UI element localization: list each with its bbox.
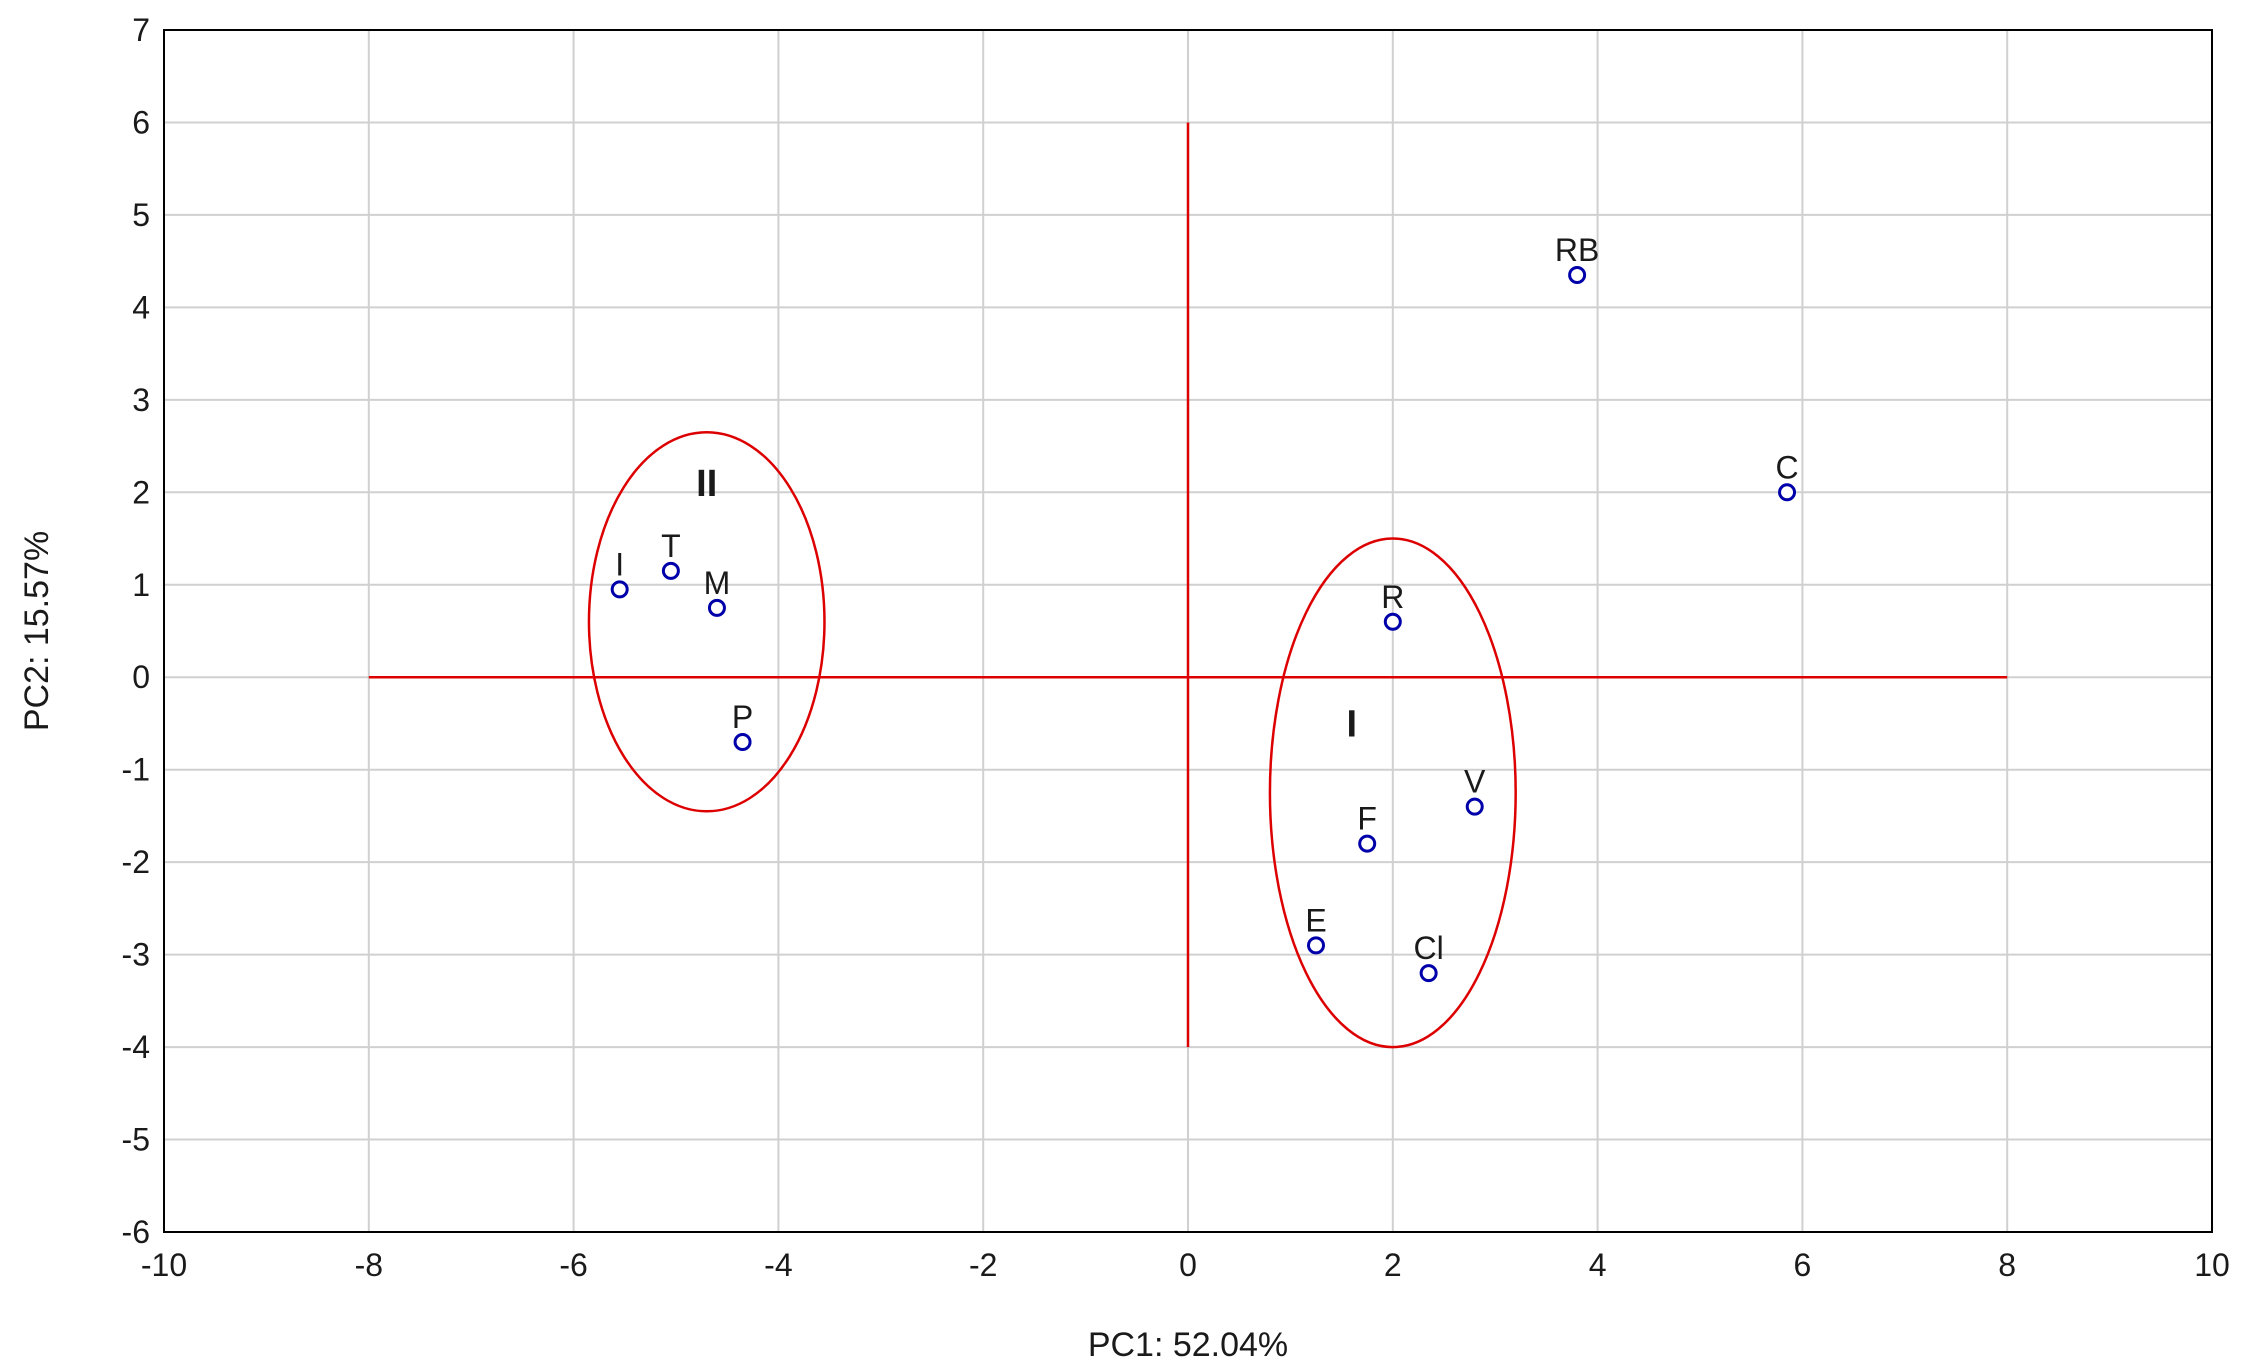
- point-label: V: [1464, 764, 1486, 800]
- x-tick-label: -6: [559, 1247, 587, 1283]
- data-point: [733, 732, 752, 751]
- data-point: [707, 598, 726, 617]
- cluster-ellipse: [1268, 537, 1517, 1049]
- x-tick-label: 4: [1589, 1247, 1607, 1283]
- data-point: [610, 580, 629, 599]
- y-tick-label: 0: [132, 659, 150, 695]
- cluster-ellipses: III: [587, 430, 1517, 1049]
- data-point: [1568, 266, 1587, 285]
- y-tick-label: -5: [122, 1122, 150, 1158]
- cluster-label: II: [696, 463, 717, 505]
- data-point: [1465, 797, 1484, 816]
- y-tick-label: 4: [132, 289, 150, 325]
- x-tick-label: 8: [1998, 1247, 2016, 1283]
- point-label: P: [732, 699, 753, 735]
- y-tick-label: 1: [132, 567, 150, 603]
- x-tick-label: -10: [141, 1247, 187, 1283]
- data-point: [1778, 483, 1797, 502]
- point-label: M: [704, 565, 731, 601]
- y-tick-label: -6: [122, 1214, 150, 1250]
- x-tick-label: 2: [1384, 1247, 1402, 1283]
- x-tick-label: 0: [1179, 1247, 1197, 1283]
- cluster-ellipse: [587, 430, 826, 813]
- data-point: [1419, 964, 1438, 983]
- x-tick-label: -8: [355, 1247, 383, 1283]
- data-points: I TM P R V F E Cl RB C: [610, 232, 1799, 983]
- data-point: [661, 561, 680, 580]
- point-label: I: [615, 546, 624, 582]
- data-point: [1383, 612, 1402, 631]
- data-point: [1358, 834, 1377, 853]
- cluster-label: I: [1347, 703, 1358, 745]
- x-tick-label: 10: [2194, 1247, 2230, 1283]
- y-tick-label: 3: [132, 382, 150, 418]
- point-label: F: [1357, 801, 1377, 837]
- y-tick-label: -4: [122, 1029, 150, 1065]
- y-axis-title: PC2: 15.57%: [18, 531, 56, 731]
- point-label: R: [1381, 579, 1404, 615]
- y-tick-label: 5: [132, 197, 150, 233]
- x-tick-label: 6: [1794, 1247, 1812, 1283]
- x-tick-label: -4: [764, 1247, 792, 1283]
- y-tick-label: 7: [132, 12, 150, 48]
- y-tick-label: -3: [122, 937, 150, 973]
- point-label: T: [661, 528, 681, 564]
- point-label: Cl: [1414, 930, 1444, 966]
- point-label: E: [1305, 902, 1326, 938]
- y-tick-label: -2: [122, 844, 150, 880]
- data-point: [1307, 936, 1325, 955]
- y-tick-label: 6: [132, 104, 150, 140]
- plot-frame: [163, 29, 2213, 1233]
- x-axis-title: PC1: 52.04%: [1088, 1326, 1288, 1364]
- y-tick-label: -1: [122, 752, 150, 788]
- reference-lines: [368, 122, 2008, 1048]
- point-label: C: [1775, 449, 1798, 485]
- point-label: RB: [1555, 232, 1599, 268]
- x-tick-label: -2: [969, 1247, 997, 1283]
- y-tick-label: 2: [132, 474, 150, 510]
